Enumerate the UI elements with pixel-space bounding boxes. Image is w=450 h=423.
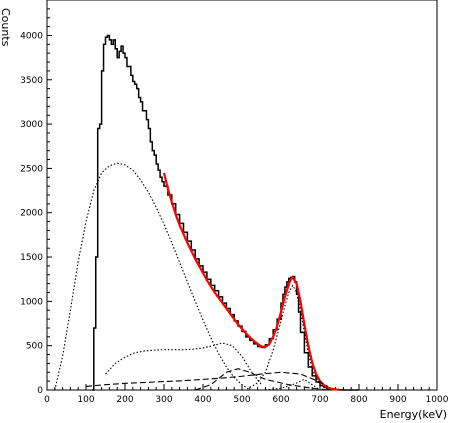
y-tick-label: 2500: [20, 164, 43, 174]
x-axis-ticks: 0 100 200 300 400 500 600 700 800 900 1000: [44, 384, 449, 405]
x-tick-label: 200: [116, 395, 133, 405]
series-dotted-3: [105, 342, 262, 386]
y-axis-ticks: 0 500 1000 1500 2000 2500 3000 3500 4000: [20, 8, 52, 396]
y-tick-label: 2000: [20, 209, 43, 219]
y-axis-title: Counts: [0, 8, 12, 47]
y-tick-label: 3500: [20, 76, 43, 86]
x-tick-label: 100: [77, 395, 94, 405]
x-tick-label: 300: [155, 395, 172, 405]
series-dotted-2: [54, 162, 251, 391]
series-layer: [54, 34, 359, 391]
y-tick-label: 4000: [20, 31, 43, 41]
x-tick-label: 900: [389, 395, 406, 405]
x-tick-label: 400: [194, 395, 211, 405]
y-tick-label: 3000: [20, 120, 43, 130]
series-histogram-0: [91, 34, 359, 391]
x-axis-title: Energy(keV): [380, 408, 447, 421]
x-tick-label: 600: [272, 395, 289, 405]
x-tick-label: 0: [44, 395, 50, 405]
x-tick-label: 1000: [426, 395, 449, 405]
series-fit-1: [162, 172, 340, 391]
series-dotted-4: [249, 284, 329, 390]
series-dashed-6: [195, 368, 328, 391]
y-tick-label: 1500: [20, 253, 43, 263]
y-tick-label: 0: [37, 386, 43, 396]
y-tick-label: 500: [26, 342, 43, 352]
x-tick-label: 800: [350, 395, 367, 405]
x-tick-label: 500: [233, 395, 250, 405]
series-dashed-5: [85, 371, 329, 388]
x-tick-label: 700: [311, 395, 328, 405]
y-tick-label: 1000: [20, 297, 43, 307]
